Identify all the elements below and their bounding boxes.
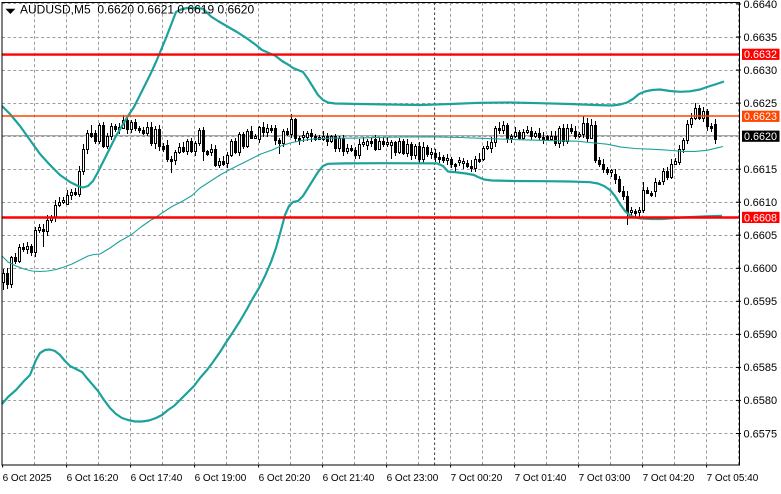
svg-text:0.6605: 0.6605	[744, 230, 778, 242]
svg-text:0.6585: 0.6585	[744, 362, 778, 374]
svg-text:6 Oct 19:00: 6 Oct 19:00	[195, 473, 247, 484]
svg-text:0.6630: 0.6630	[744, 65, 778, 77]
svg-text:0.6580: 0.6580	[744, 395, 778, 407]
svg-text:6 Oct 23:00: 6 Oct 23:00	[387, 473, 439, 484]
svg-text:7 Oct 03:00: 7 Oct 03:00	[579, 473, 631, 484]
svg-text:0.6615: 0.6615	[744, 164, 778, 176]
svg-text:6 Oct 16:20: 6 Oct 16:20	[67, 473, 119, 484]
svg-text:0.6635: 0.6635	[744, 32, 778, 44]
svg-text:0.6595: 0.6595	[744, 296, 778, 308]
svg-text:6 Oct 20:20: 6 Oct 20:20	[259, 473, 311, 484]
svg-text:7 Oct 04:20: 7 Oct 04:20	[643, 473, 695, 484]
svg-text:0.6623: 0.6623	[744, 111, 777, 123]
svg-text:0.6590: 0.6590	[744, 329, 778, 341]
svg-text:0.6632: 0.6632	[744, 49, 777, 61]
svg-text:7 Oct 05:40: 7 Oct 05:40	[707, 473, 759, 484]
svg-text:6 Oct 17:40: 6 Oct 17:40	[131, 473, 183, 484]
svg-text:6 Oct 2025: 6 Oct 2025	[3, 473, 52, 484]
svg-text:0.6575: 0.6575	[744, 428, 778, 440]
svg-text:0.6600: 0.6600	[744, 263, 778, 275]
svg-text:6 Oct 21:40: 6 Oct 21:40	[323, 473, 375, 484]
svg-text:0.6608: 0.6608	[744, 212, 777, 224]
svg-text:0.6620: 0.6620	[744, 131, 777, 143]
svg-text:7 Oct 01:40: 7 Oct 01:40	[515, 473, 567, 484]
svg-text:AUDUSD,M5 0.6620 0.6621 0.661: AUDUSD,M5 0.6620 0.6621 0.6619 0.6620	[20, 2, 254, 16]
svg-text:0.6610: 0.6610	[744, 197, 778, 209]
svg-text:0.6640: 0.6640	[744, 0, 778, 11]
svg-text:7 Oct 00:20: 7 Oct 00:20	[451, 473, 503, 484]
svg-text:0.6625: 0.6625	[744, 98, 778, 110]
